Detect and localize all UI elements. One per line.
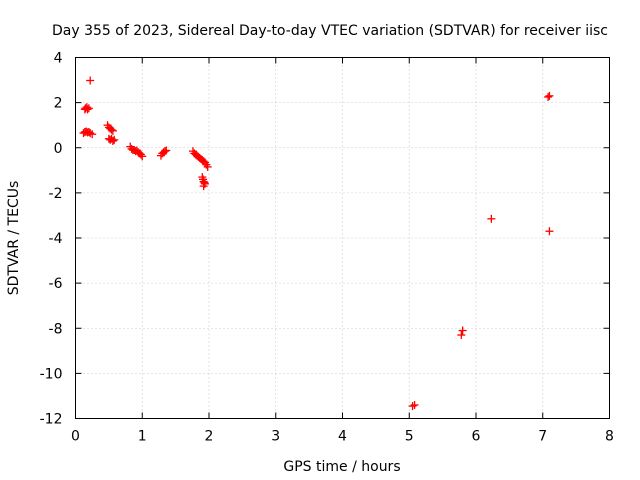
data-point <box>199 182 208 191</box>
x-tick-label: 6 <box>472 429 481 445</box>
y-tick-label: -8 <box>49 321 63 337</box>
tick-labels: 0 1 2 3 4 5 6 7 8 -12 -10 -8 -6 -4 -2 0 2 4 <box>40 51 614 445</box>
data-point <box>203 162 212 171</box>
data-point <box>86 129 95 138</box>
x-tick-label: 7 <box>538 429 547 445</box>
plot-frame <box>75 57 610 419</box>
y-tick-label: 2 <box>54 96 63 112</box>
y-tick-label: -12 <box>40 412 63 428</box>
data-point <box>107 125 116 134</box>
data-point <box>408 402 417 411</box>
data-point <box>160 147 169 156</box>
y-tick-label: -4 <box>49 231 63 247</box>
x-tick-label: 0 <box>71 429 80 445</box>
data-point <box>86 76 95 85</box>
data-point <box>545 227 554 236</box>
x-tick-label: 8 <box>605 429 614 445</box>
x-tick-label: 4 <box>338 429 347 445</box>
y-tick-label: -10 <box>40 366 63 382</box>
x-tick-label: 2 <box>205 429 214 445</box>
data-point <box>136 150 145 159</box>
x-tick-label: 5 <box>405 429 414 445</box>
data-point <box>544 92 553 101</box>
data-point <box>457 331 466 340</box>
data-point <box>487 214 496 223</box>
data-point <box>200 178 209 187</box>
data-point <box>88 130 97 139</box>
x-axis-label: GPS time / hours <box>283 459 400 475</box>
x-tick-label: 3 <box>271 429 280 445</box>
data-point <box>410 400 419 409</box>
chart-title: Day 355 of 2023, Sidereal Day-to-day VTE… <box>52 23 608 39</box>
data-point <box>83 105 92 114</box>
y-tick-label: -6 <box>49 276 63 292</box>
data-point <box>110 135 119 144</box>
y-axis-label: SDTVAR / TECUs <box>6 181 22 296</box>
y-tick-label: 0 <box>54 141 63 157</box>
data-points <box>79 76 554 411</box>
data-point <box>162 146 171 155</box>
data-point <box>138 152 147 161</box>
y-tick-label: 4 <box>54 51 63 67</box>
data-point <box>108 136 117 145</box>
x-tick-label: 1 <box>138 429 147 445</box>
y-tick-label: -2 <box>49 186 63 202</box>
data-point <box>84 104 93 113</box>
data-point <box>108 126 117 135</box>
data-point <box>458 326 467 335</box>
grid <box>75 57 610 419</box>
data-point <box>545 91 554 100</box>
